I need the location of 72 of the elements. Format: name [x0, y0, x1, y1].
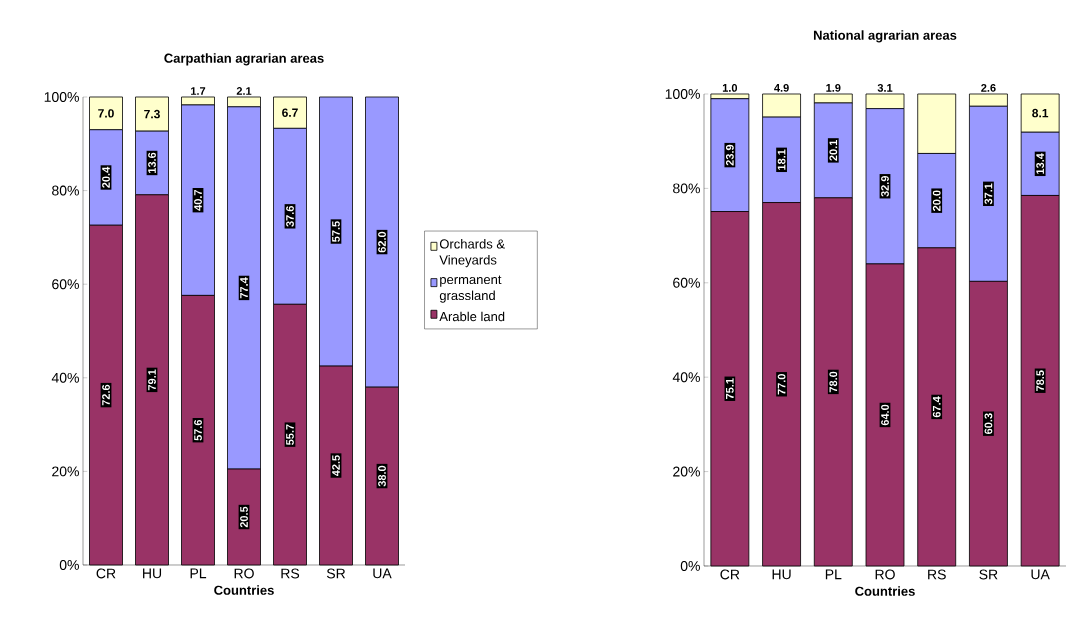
x-tick-label: SR	[326, 568, 346, 579]
data-label: 23.9	[725, 144, 734, 166]
x-tick-label: UA	[373, 568, 392, 579]
y-tick-label: 20%	[673, 466, 700, 477]
y-tick-label: 100%	[665, 89, 700, 99]
data-label: 55.7	[286, 424, 294, 446]
data-label: 13.6	[148, 152, 156, 173]
data-label: 13.4	[1036, 153, 1045, 174]
data-label: 20.0	[932, 190, 941, 211]
data-label: 75.1	[726, 378, 734, 399]
legend-label: permanent grassland	[439, 275, 502, 303]
data-label: 42.5	[332, 455, 340, 477]
y-tick-label: 0%	[680, 561, 700, 571]
x-axis-title: Countries	[855, 586, 915, 596]
data-label: 62.0	[378, 231, 386, 253]
data-label: 79.1	[148, 369, 156, 391]
data-label: 1.7	[191, 87, 206, 95]
data-label: 57.5	[332, 221, 340, 242]
x-tick-label: CR	[720, 569, 740, 580]
data-label: 77.0	[777, 374, 786, 395]
data-label: 6.7	[282, 108, 298, 117]
data-label: 57.6	[194, 419, 202, 441]
data-label: 7.0	[98, 109, 114, 118]
data-label: 64.0	[881, 404, 889, 426]
chart-title: Carpathian agrarian areas	[164, 53, 324, 66]
chart-title: National agrarian areas	[813, 30, 957, 43]
data-label: 32.9	[881, 175, 889, 197]
data-label: 1.0	[722, 84, 738, 92]
y-tick-label: 40%	[51, 372, 79, 383]
y-tick-label: 80%	[52, 185, 79, 196]
data-label: 18.1	[777, 149, 786, 170]
data-label: 78.5	[1036, 370, 1045, 391]
data-label: 2.1	[236, 87, 252, 95]
x-tick-label: UA	[1031, 569, 1050, 580]
y-tick-label: 20%	[52, 466, 79, 477]
data-label: 20.4	[102, 166, 110, 188]
x-tick-label: RO	[234, 568, 254, 579]
data-label: 4.9	[774, 84, 789, 92]
y-tick-label: 80%	[673, 183, 700, 194]
data-label: 3.1	[877, 84, 893, 92]
data-label: 2.6	[981, 84, 996, 92]
data-label: 78.0	[829, 371, 838, 393]
x-axis-title: Countries	[214, 585, 274, 595]
x-tick-label: SR	[979, 569, 998, 580]
x-tick-label: PL	[825, 569, 842, 580]
y-tick-label: 60%	[673, 277, 700, 288]
data-label: 67.4	[932, 396, 941, 418]
y-tick-label: 40%	[672, 372, 700, 383]
x-tick-label: PL	[190, 568, 207, 579]
data-label: 40.7	[194, 189, 202, 211]
data-label: 60.3	[984, 413, 993, 434]
data-label: 7.3	[144, 109, 160, 119]
x-tick-label: HU	[772, 569, 791, 580]
data-label: 37.1	[984, 183, 993, 205]
data-label: 1.9	[826, 84, 841, 92]
data-label: 77.4	[240, 277, 248, 299]
data-label: 20.5	[240, 506, 248, 528]
y-tick-label: 100%	[44, 92, 79, 102]
x-tick-label: CR	[96, 568, 116, 579]
data-label: 38.0	[378, 465, 386, 487]
data-label: 37.6	[286, 206, 294, 227]
x-tick-label: RS	[281, 568, 300, 579]
data-label: 72.6	[102, 384, 110, 406]
x-tick-label: RS	[928, 569, 946, 580]
legend-label: Orchards & Vineyards	[439, 239, 505, 268]
data-label: 8.1	[1032, 108, 1049, 118]
x-tick-label: RO	[875, 569, 895, 580]
data-label: 20.1	[829, 140, 838, 161]
legend-label: Arable land	[439, 311, 505, 322]
x-tick-label: HU	[143, 568, 162, 579]
y-tick-label: 60%	[52, 279, 79, 290]
y-tick-label: 0%	[59, 560, 79, 570]
